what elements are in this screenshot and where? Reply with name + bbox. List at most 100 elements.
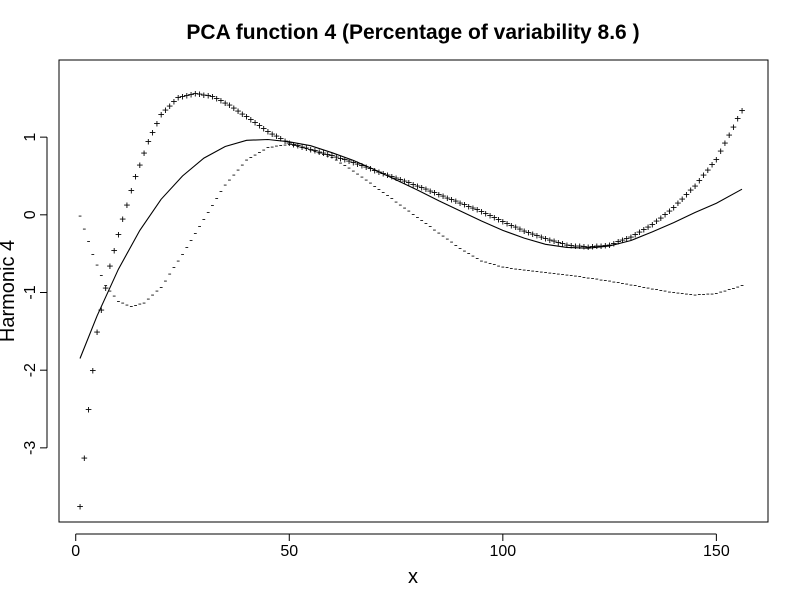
data-point: -: [179, 248, 186, 261]
data-point: +: [132, 170, 139, 183]
data-point: -: [632, 279, 639, 292]
data-point: +: [209, 90, 216, 103]
data-point: +: [388, 170, 395, 183]
data-point: +: [726, 128, 733, 141]
chart-title: PCA function 4 (Percentage of variabilit…: [186, 21, 639, 44]
data-point: -: [273, 139, 280, 152]
data-point: -: [299, 141, 306, 154]
data-point: -: [529, 264, 536, 277]
data-point: -: [376, 182, 383, 195]
data-point: +: [239, 107, 246, 120]
data-point: -: [500, 260, 507, 273]
data-point: -: [183, 241, 190, 254]
data-point: -: [435, 226, 442, 239]
data-point: -: [115, 294, 122, 307]
data-point: +: [542, 232, 549, 245]
data-point: +: [406, 176, 413, 189]
data-point: +: [717, 145, 724, 158]
data-point: +: [478, 205, 485, 218]
data-point: -: [692, 288, 699, 301]
data-point: -: [534, 265, 541, 278]
data-point: -: [645, 281, 652, 294]
data-point: +: [491, 211, 498, 224]
data-point: +: [559, 237, 566, 250]
data-point: -: [606, 274, 613, 287]
data-point: +: [709, 158, 716, 171]
data-point: -: [107, 284, 114, 297]
data-point: -: [440, 229, 447, 242]
x-tick-label: 0: [71, 543, 80, 560]
data-point: +: [77, 500, 84, 513]
data-point: -: [252, 148, 259, 161]
x-axis-label: x: [408, 566, 418, 588]
data-point: +: [589, 240, 596, 253]
data-point: +: [354, 158, 361, 171]
data-point: +: [124, 198, 131, 211]
data-point: -: [324, 149, 331, 162]
data-point: +: [380, 167, 387, 180]
data-point: -: [222, 178, 229, 191]
data-point: -: [487, 256, 494, 269]
data-point: +: [154, 117, 161, 130]
data-point: -: [683, 287, 690, 300]
data-point: -: [282, 138, 289, 151]
data-point: +: [324, 148, 331, 161]
data-point: -: [132, 298, 139, 311]
data-point: -: [154, 284, 161, 297]
data-point: -: [675, 286, 682, 299]
data-point: +: [183, 89, 190, 102]
data-point: -: [90, 248, 97, 261]
data-point: -: [568, 268, 575, 281]
data-point: +: [286, 137, 293, 150]
data-point: -: [111, 289, 118, 302]
data-point: -: [397, 198, 404, 211]
data-point: +: [487, 209, 494, 222]
data-point: +: [179, 90, 186, 103]
data-point: -: [551, 266, 558, 279]
data-point: +: [576, 240, 583, 253]
data-point: -: [593, 272, 600, 285]
data-point: -: [670, 286, 677, 299]
data-point: +: [401, 175, 408, 188]
y-tick-label: -3: [22, 441, 39, 455]
data-point: +: [705, 163, 712, 176]
data-point: +: [615, 235, 622, 248]
data-point: -: [640, 280, 647, 293]
data-point: +: [444, 191, 451, 204]
data-point: -: [687, 288, 694, 301]
data-point: +: [175, 91, 182, 104]
data-point: +: [363, 161, 370, 174]
data-point: -: [354, 167, 361, 180]
data-point: +: [256, 119, 263, 132]
data-point: -: [371, 179, 378, 192]
data-point: +: [683, 188, 690, 201]
data-point: +: [495, 213, 502, 226]
data-point: -: [696, 288, 703, 301]
data-point: -: [572, 269, 579, 282]
data-point: +: [512, 221, 519, 234]
data-point: -: [709, 287, 716, 300]
data-point: +: [435, 188, 442, 201]
data-point: -: [636, 280, 643, 293]
data-point: -: [722, 284, 729, 297]
data-point: +: [201, 88, 208, 101]
data-point: +: [188, 88, 195, 101]
data-point: +: [423, 183, 430, 196]
data-point: +: [367, 162, 374, 175]
data-point: -: [662, 284, 669, 297]
data-point: -: [367, 176, 374, 189]
data-point: +: [141, 147, 148, 160]
data-point: -: [611, 275, 618, 288]
plot-frame: [58, 59, 769, 523]
data-point: +: [414, 179, 421, 192]
data-point: -: [85, 235, 92, 248]
data-point: +: [376, 165, 383, 178]
data-point: +: [230, 101, 237, 114]
data-point: +: [107, 259, 114, 272]
data-point: -: [77, 209, 84, 222]
data-point: +: [427, 184, 434, 197]
data-point: -: [478, 254, 485, 267]
data-point: -: [158, 280, 165, 293]
data-point: -: [576, 270, 583, 283]
